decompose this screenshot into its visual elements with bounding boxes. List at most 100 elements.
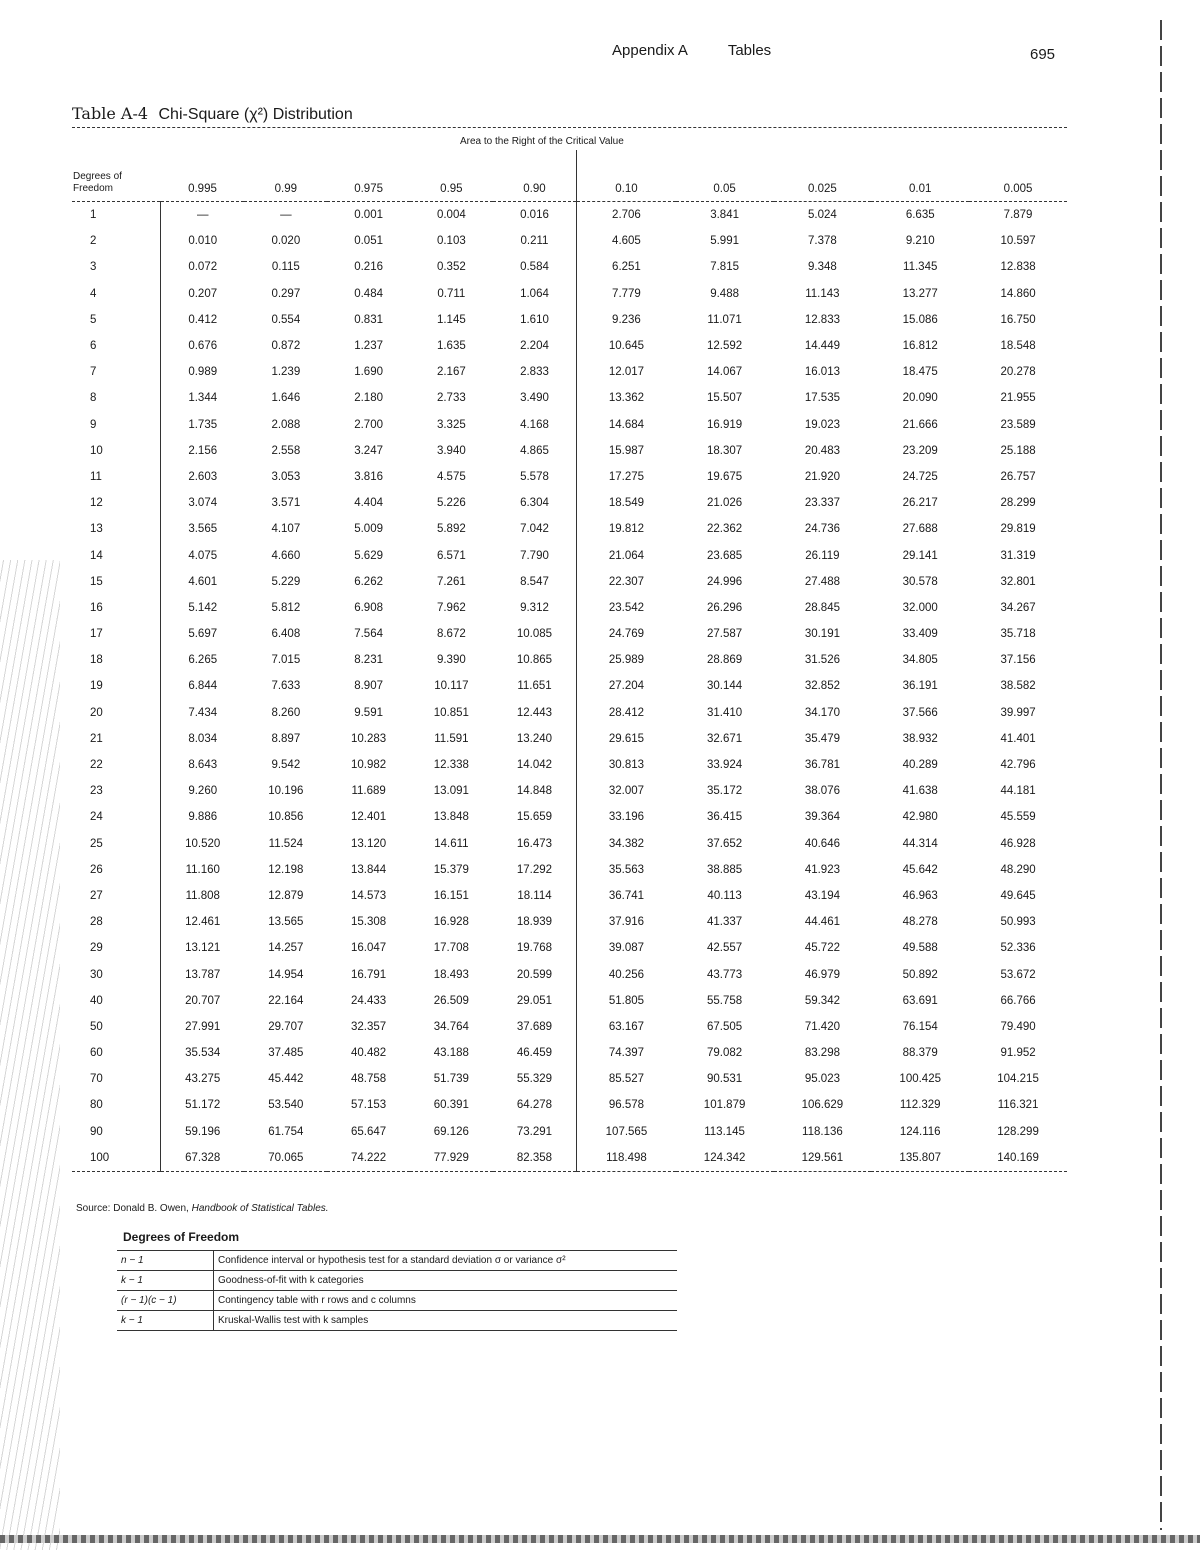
critical-value-cell: 0.004: [436, 209, 466, 222]
df-cell: 26: [90, 863, 103, 876]
critical-value-cell: 35.563: [576, 856, 676, 883]
critical-value-cell: 0.989: [160, 359, 245, 386]
critical-value-cell: 32.801: [1000, 575, 1036, 588]
critical-value-cell: 29.615: [576, 725, 676, 752]
critical-value-cell: 5.024: [808, 209, 837, 222]
df-cell: 12: [90, 497, 103, 510]
critical-value-cell: 79.490: [1000, 1020, 1036, 1033]
df-cell: 7: [90, 366, 97, 379]
table-row: 2 0.010 0.020 0.051 0.103 0.211 4.605 5.991 7.37…: [72, 228, 1067, 255]
critical-value-cell: 107.565: [576, 1118, 676, 1145]
critical-value-cell: 3.571: [271, 497, 301, 510]
df-cell: 8: [90, 392, 97, 405]
critical-value-cell: 12.338: [433, 759, 469, 772]
column-header: 0.005: [1003, 183, 1033, 195]
critical-value-cell: 59.196: [160, 1118, 245, 1145]
critical-value-cell: 104.215: [997, 1073, 1039, 1086]
critical-value-cell: 45.442: [268, 1073, 304, 1086]
critical-value-cell: 12.401: [351, 811, 387, 824]
critical-value-cell: 0.554: [271, 313, 301, 326]
critical-value-cell: 42.980: [902, 811, 938, 824]
table-row: 5 0.412 0.554 0.831 1.145 1.610 9.236 11.071 12.…: [72, 306, 1067, 333]
critical-value-cell: 9.210: [905, 235, 935, 248]
critical-value-cell: 36.415: [707, 811, 743, 824]
scan-edge-shadow: [0, 560, 60, 1550]
critical-value-cell: 33.196: [576, 804, 676, 831]
df-cell: 4: [90, 287, 97, 300]
critical-value-cell: 4.107: [271, 523, 301, 536]
critical-value-cell: 43.773: [707, 968, 743, 981]
table-row: 11 2.603 3.053 3.816 4.575 5.578 17.275 19.675 2…: [72, 463, 1067, 491]
critical-value-cell: 61.754: [268, 1125, 304, 1138]
dof-row: (r − 1)(c − 1) Contingency table with r r…: [117, 1290, 677, 1311]
critical-value-cell: 35.479: [804, 732, 840, 745]
critical-value-cell: 6.408: [271, 628, 301, 641]
column-header: 0.95: [440, 183, 463, 195]
critical-value-cell: 7.434: [160, 699, 245, 726]
table-row: 1 — — 0.001 0.004 0.016 2.706 3.841 5.024 6.635 7.…: [72, 201, 1067, 229]
df-cell: 30: [90, 968, 103, 981]
critical-value-cell: 0.297: [271, 287, 301, 300]
critical-value-cell: 129.561: [801, 1151, 844, 1164]
critical-value-cell: 6.908: [354, 601, 383, 614]
critical-value-cell: 26.119: [805, 549, 840, 562]
column-header: 0.10: [576, 150, 676, 202]
critical-value-cell: 11.071: [707, 313, 742, 326]
critical-value-cell: 48.758: [351, 1073, 387, 1086]
critical-value-cell: 9.260: [160, 778, 245, 805]
df-cell: 50: [90, 1020, 103, 1033]
critical-value-cell: 2.603: [160, 463, 245, 491]
critical-value-cell: 23.685: [707, 549, 743, 562]
critical-value-cell: 27.488: [804, 575, 840, 588]
table-row: 17 5.697 6.408 7.564 8.672 10.085 24.769 27.587…: [72, 621, 1067, 648]
dof-formula: n − 1: [117, 1250, 214, 1271]
critical-value-cell: 18.939: [516, 916, 553, 929]
df-cell: 20: [90, 706, 103, 719]
critical-value-cell: 5.142: [160, 594, 245, 621]
critical-value-cell: 6.635: [905, 209, 935, 222]
critical-value-cell: 5.629: [354, 549, 383, 562]
critical-value-cell: 40.646: [804, 837, 840, 850]
critical-value-cell: 38.885: [707, 863, 743, 876]
critical-value-cell: 39.087: [576, 935, 676, 962]
critical-value-cell: 32.007: [576, 778, 676, 805]
critical-value-cell: 106.629: [801, 1099, 844, 1112]
critical-value-cell: 11.808: [160, 882, 245, 910]
critical-value-cell: 52.336: [1000, 942, 1036, 955]
df-cell: 6: [90, 340, 97, 353]
critical-value-cell: 22.307: [576, 568, 676, 595]
dof-use: Kruskal-Wallis test with k samples: [213, 1310, 677, 1331]
critical-value-cell: 13.121: [160, 935, 245, 962]
dof-table: n − 1 Confidence interval or hypothesis t…: [117, 1250, 677, 1331]
critical-value-cell: 76.154: [902, 1020, 938, 1033]
critical-value-cell: 23.542: [576, 594, 676, 621]
critical-value-cell: 8.897: [271, 732, 301, 745]
critical-value-cell: 128.299: [997, 1125, 1039, 1138]
critical-value-cell: 4.601: [160, 568, 245, 595]
critical-value-cell: 140.169: [997, 1151, 1039, 1164]
critical-value-cell: 0.103: [436, 235, 466, 248]
critical-value-cell: 13.848: [433, 811, 469, 824]
table-row: 21 8.034 8.897 10.283 11.591 13.240 29.615 32.6…: [72, 725, 1067, 752]
running-head: Appendix A Tables: [612, 42, 807, 59]
critical-value-cell: 55.758: [707, 994, 743, 1007]
df-cell: 24: [90, 811, 103, 824]
critical-value-cell: 41.401: [1000, 732, 1036, 745]
critical-value-cell: 16.013: [804, 366, 840, 379]
critical-value-cell: 16.047: [351, 942, 387, 955]
critical-value-cell: 16.750: [1000, 313, 1036, 326]
df-cell: 22: [90, 759, 103, 772]
critical-value-cell: 23.589: [1000, 418, 1036, 431]
critical-value-cell: 9.591: [354, 706, 383, 719]
dof-use: Contingency table with r rows and c colu…: [213, 1290, 677, 1311]
critical-value-cell: 31.319: [1000, 549, 1036, 562]
df-cell: 90: [90, 1125, 103, 1138]
critical-value-cell: 8.547: [520, 575, 549, 588]
critical-value-cell: 2.733: [436, 392, 466, 405]
critical-value-cell: —: [280, 209, 292, 222]
critical-value-cell: 37.689: [516, 1020, 553, 1033]
table-row: 27 11.808 12.879 14.573 16.151 18.114 36.741 40…: [72, 882, 1067, 910]
df-cell: 17: [90, 628, 103, 641]
critical-value-cell: 27.688: [902, 523, 938, 536]
critical-value-cell: 26.217: [902, 497, 938, 510]
